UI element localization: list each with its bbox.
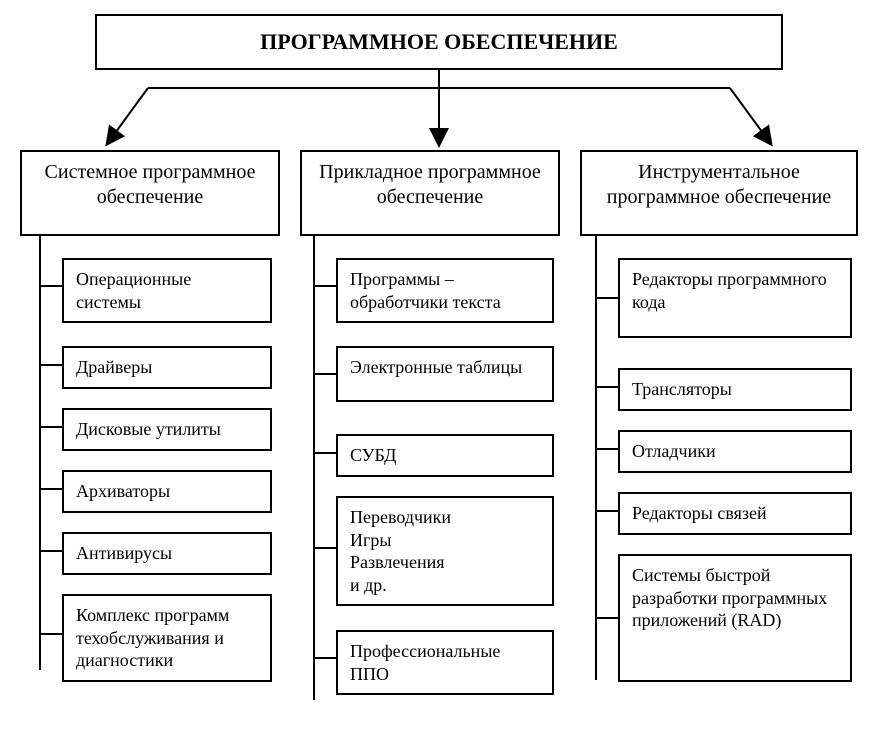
item-tools-1: Трансляторы (618, 368, 852, 411)
category-system: Системное программное обеспечение (20, 150, 280, 236)
item-system-1: Драйверы (62, 346, 272, 389)
item-applied-3: Переводчики Игры Развлечения и др. (336, 496, 554, 606)
item-tools-2: Отладчики (618, 430, 852, 473)
item-system-0: Операционные системы (62, 258, 272, 323)
item-system-2: Дисковые утилиты (62, 408, 272, 451)
item-tools-4: Системы быстрой разработки программных п… (618, 554, 852, 682)
item-applied-4: Профессиональные ППО (336, 630, 554, 695)
item-tools-0: Редакторы программного кода (618, 258, 852, 338)
item-system-4: Антивирусы (62, 532, 272, 575)
root-node: ПРОГРАММНОЕ ОБЕСПЕЧЕНИЕ (95, 14, 783, 70)
item-applied-1: Электронные таблицы (336, 346, 554, 402)
item-tools-3: Редакторы связей (618, 492, 852, 535)
item-system-3: Архиваторы (62, 470, 272, 513)
category-applied: Прикладное программное обеспечение (300, 150, 560, 236)
category-tools: Инструментальное программное обеспечение (580, 150, 858, 236)
item-applied-2: СУБД (336, 434, 554, 477)
item-system-5: Комплекс программ техобслуживания и диаг… (62, 594, 272, 682)
item-applied-0: Программы – обработчики текста (336, 258, 554, 323)
